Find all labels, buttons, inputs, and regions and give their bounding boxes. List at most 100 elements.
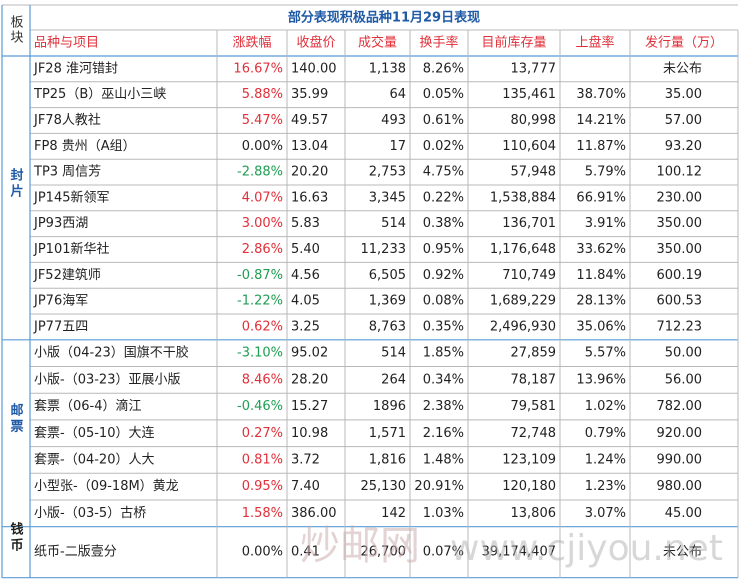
cell: 230.00 [657, 190, 703, 205]
cell: 79,581 [511, 399, 557, 414]
cell: 2.16% [423, 426, 464, 441]
cell: -0.87% [237, 268, 283, 283]
cell: -2.88% [237, 165, 283, 180]
cell: 1896 [373, 399, 406, 414]
cell: 7.40 [291, 479, 320, 494]
cell: 2,753 [369, 165, 406, 180]
cell: 64 [389, 87, 406, 102]
cell: 2.38% [423, 399, 464, 414]
cell: JP93西湖 [33, 216, 88, 231]
cell: 15.27 [291, 399, 328, 414]
cell: -0.46% [237, 399, 283, 414]
cell: 3.72 [291, 452, 320, 467]
cell: 0.27% [242, 426, 283, 441]
cell: 5.79% [585, 165, 626, 180]
cell: 120,180 [502, 479, 556, 494]
cell: 110,604 [502, 139, 556, 154]
cell: 0.62% [242, 319, 283, 334]
cell: 35.00 [665, 87, 702, 102]
section-header: 板块 [8, 15, 24, 45]
cell: 386.00 [291, 506, 337, 521]
cell: JF52建筑师 [33, 267, 101, 283]
cell: 350.00 [657, 216, 703, 231]
cell: 493 [381, 113, 406, 128]
cell: 小版（04-23）国旗不干胶 [34, 345, 189, 361]
cell: 66.91% [576, 190, 626, 205]
cell: 3.25 [291, 319, 320, 334]
column-header: 换手率 [419, 35, 458, 51]
cell: 0.00% [242, 545, 283, 560]
cell: 小版-（03-5）古桥 [34, 506, 146, 521]
cell: 6,505 [369, 268, 406, 283]
cell: 1.48% [423, 452, 464, 467]
cell: 14.21% [576, 113, 626, 128]
cell: 1,538,884 [490, 190, 556, 205]
cell: 1.03% [423, 506, 464, 521]
cell: 1.24% [585, 452, 626, 467]
cell: 未公布 [663, 61, 702, 76]
cell: 2,496,930 [490, 319, 556, 334]
cell: 712.23 [657, 319, 703, 334]
cell: 123,109 [502, 452, 556, 467]
cell: 16.63 [291, 190, 328, 205]
cell: 4.75% [423, 165, 464, 180]
cell: 4.56 [291, 268, 320, 283]
cell: 13,806 [511, 506, 557, 521]
cell: 78,187 [511, 372, 557, 387]
cell: 1,816 [369, 452, 406, 467]
cell: 35.99 [291, 87, 328, 102]
cell: 514 [381, 346, 406, 361]
cell: 57.00 [665, 113, 702, 128]
cell: JP145新领军 [33, 189, 110, 205]
cell: 0.95% [242, 479, 283, 494]
cell: 49.57 [291, 113, 328, 128]
cell: 514 [381, 216, 406, 231]
column-header: 成交量 [358, 35, 397, 51]
cell: 0.38% [423, 216, 464, 231]
cell: JP77五四 [33, 319, 88, 334]
cell: 16.67% [233, 61, 283, 76]
cell: 33.62% [576, 242, 626, 257]
cell: 5.40 [291, 242, 320, 257]
cell: 0.79% [585, 426, 626, 441]
cell: 1.02% [585, 399, 626, 414]
cell: 0.22% [423, 190, 464, 205]
cell: 17 [389, 139, 406, 154]
watermark-site: 炒邮网 [300, 523, 420, 569]
cell: 小型张-（09-18M）黄龙 [34, 479, 179, 494]
cell: 25,130 [361, 479, 407, 494]
cell: 0.61% [423, 113, 464, 128]
cell: 1.85% [423, 346, 464, 361]
cell: 0.05% [423, 87, 464, 102]
cell: 3.91% [585, 216, 626, 231]
cell: 38.70% [576, 87, 626, 102]
cell: 135,461 [502, 87, 556, 102]
cell: TP3 周信芳 [33, 165, 101, 180]
cell: 3,345 [369, 190, 406, 205]
cell: -3.10% [237, 346, 283, 361]
section-label: 钱币 [8, 522, 24, 555]
cell: 4.07% [242, 190, 283, 205]
column-header: 目前库存量 [481, 35, 546, 51]
cell: 5.88% [242, 87, 283, 102]
cell: 0.35% [423, 319, 464, 334]
cell: 1,571 [369, 426, 406, 441]
cell: 0.92% [423, 268, 464, 283]
cell: 1.58% [242, 506, 283, 521]
cell: TP25（B）巫山小三峡 [33, 87, 166, 102]
cell: 13.96% [576, 372, 626, 387]
cell: 11,233 [361, 242, 407, 257]
cell: 11.84% [576, 268, 626, 283]
cell: 57,948 [511, 165, 557, 180]
section-label: 邮票 [8, 403, 24, 436]
cell: 264 [381, 372, 406, 387]
column-header: 发行量（万） [645, 35, 723, 51]
cell: 350.00 [657, 242, 703, 257]
cell: 1,138 [369, 61, 406, 76]
cell: 0.07% [423, 545, 464, 560]
cell: 100.12 [657, 165, 703, 180]
cell: 5.57% [585, 346, 626, 361]
cell: 未公布 [663, 545, 702, 560]
cell: 710,749 [502, 268, 556, 283]
